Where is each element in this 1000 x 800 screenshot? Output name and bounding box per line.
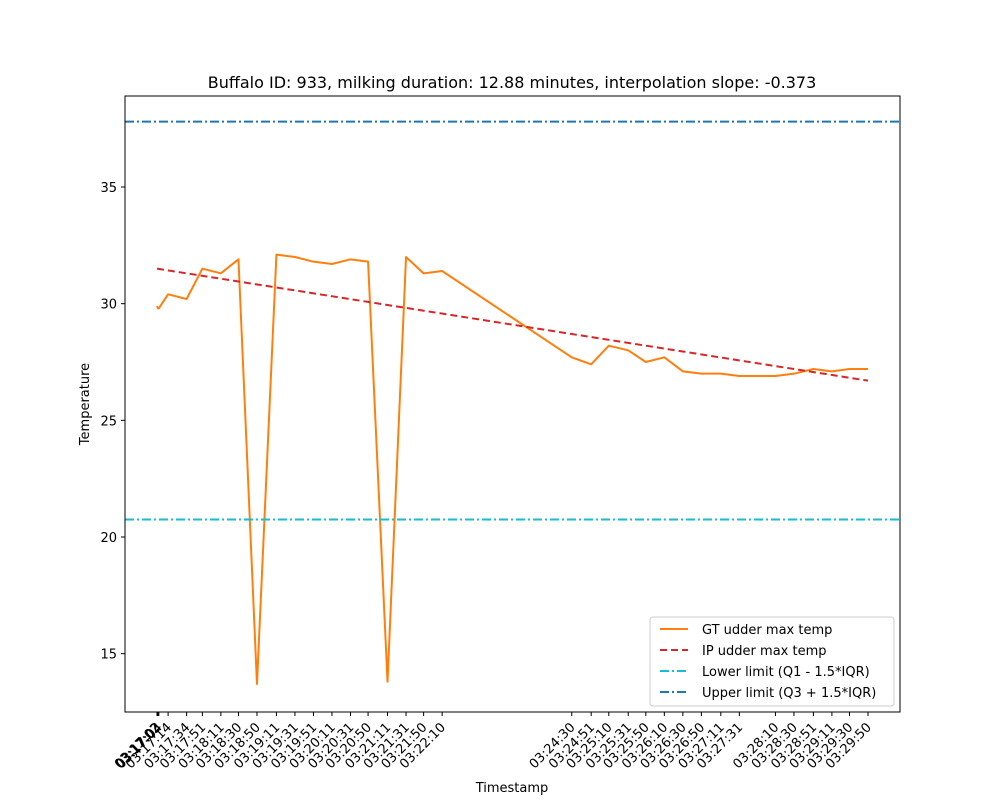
series-line-0	[156, 253, 868, 685]
y-tick-label-2: 25	[100, 414, 117, 429]
y-tick-label-4: 35	[100, 181, 117, 196]
legend-label-2: Lower limit (Q1 - 1.5*IQR)	[702, 665, 870, 680]
y-tick-label-1: 20	[100, 531, 117, 546]
plot-frame	[124, 95, 901, 713]
legend-label-1: IP udder max temp	[702, 644, 827, 659]
x-axis-label: Timestamp	[475, 781, 549, 796]
y-tick-label-3: 30	[100, 298, 117, 313]
chart-title: Buffalo ID: 933, milking duration: 12.88…	[208, 73, 817, 92]
legend-box	[649, 616, 895, 707]
axes: 152025303503:17:0203:17:0303:17:0403:17:…	[100, 95, 901, 772]
y-axis-label: Temperature	[78, 363, 93, 446]
y-tick-label-0: 15	[100, 648, 117, 663]
plot-area	[125, 120, 900, 685]
legend-label-3: Upper limit (Q3 + 1.5*IQR)	[702, 686, 876, 701]
series-line-1	[156, 267, 869, 382]
legend: GT udder max temp IP udder max temp Lower …	[649, 616, 895, 707]
legend-label-0: GT udder max temp	[702, 623, 832, 638]
